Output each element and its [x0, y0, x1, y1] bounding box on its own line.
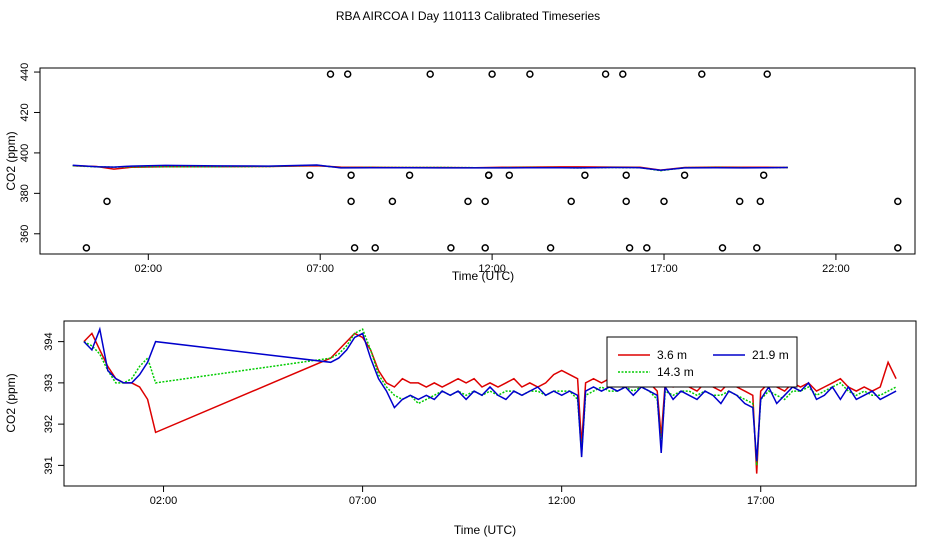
calibration-point: [698, 70, 706, 78]
calibration-point: [481, 244, 489, 252]
calibration-point: [481, 197, 489, 206]
calibration-point: [371, 244, 379, 252]
bottom-y-tick-label: 394: [43, 332, 55, 350]
calibration-point: [405, 171, 414, 179]
bottom-x-tick-label: 02:00: [150, 495, 178, 507]
top-y-axis-label: CO2 (ppm): [4, 131, 18, 190]
top-calibration-points: [82, 70, 902, 252]
top-x-tick-label: 17:00: [650, 263, 678, 275]
calibration-point: [753, 244, 761, 252]
bottom-x-tick-label: 17:00: [747, 495, 775, 507]
calibration-point: [347, 197, 355, 206]
top-y-tick-label: 420: [19, 103, 31, 121]
top-y-axis: 360 380 400 420 440: [19, 63, 40, 243]
calibration-point: [622, 171, 630, 179]
bottom-x-tick-label: 07:00: [349, 495, 377, 507]
bottom-y-tick-label: 393: [43, 374, 55, 392]
calibration-point: [306, 171, 314, 179]
bottom-y-tick-label: 391: [43, 456, 55, 474]
legend-label-3-6m: 3.6 m: [657, 348, 687, 362]
top-y-tick-label: 360: [19, 225, 31, 243]
top-x-axis: 02:00 07:00 12:00 17:00 22:00: [135, 254, 850, 275]
top-x-tick-label: 22:00: [822, 263, 850, 275]
top-x-tick-label: 12:00: [478, 263, 506, 275]
calibration-point: [488, 70, 496, 78]
top-series-group: [72, 164, 788, 172]
legend-label-14-3m: 14.3 m: [657, 365, 694, 379]
calibration-point: [350, 244, 359, 252]
calibration-point: [763, 70, 771, 78]
top-y-tick-label: 440: [19, 63, 31, 81]
calibration-point: [567, 197, 575, 206]
bottom-x-axis: 02:00 07:00 12:00 17:00: [150, 486, 775, 507]
top-plot-frame: [39, 67, 916, 255]
bottom-y-tick-label: 392: [43, 415, 55, 433]
bottom-y-axis-label: CO2 (ppm): [4, 373, 18, 432]
calibration-point: [82, 244, 91, 252]
calibration-point: [894, 197, 902, 206]
calibration-point: [103, 197, 111, 206]
calibration-point: [625, 244, 634, 252]
top-y-tick-label: 400: [19, 144, 31, 162]
calibration-point: [447, 244, 455, 252]
calibration-point: [505, 171, 514, 179]
bottom-x-tick-label: 12:00: [548, 495, 576, 507]
top-panel: 02:00 07:00 12:00 17:00 22:00 360 380 400 420 44…: [4, 63, 916, 283]
calibration-point: [680, 171, 689, 179]
calibration-point: [601, 70, 610, 78]
calibration-point: [343, 70, 352, 78]
top-x-tick-label: 07:00: [306, 263, 334, 275]
bottom-series-21-9-m-line: [83, 326, 897, 462]
bottom-plot-frame: [63, 320, 917, 487]
bottom-y-axis: 391 392 393 394: [43, 332, 64, 475]
bottom-panel: 02:00 07:00 12:00 17:00 391 392 393 394 Time (…: [4, 320, 917, 537]
calibration-point: [484, 171, 493, 179]
calibration-point: [347, 171, 355, 179]
top-series-21-9-m-line: [72, 164, 788, 172]
top-x-axis-label: Time (UTC): [452, 269, 514, 283]
top-y-tick-label: 380: [19, 184, 31, 202]
calibration-point: [759, 171, 768, 179]
calibration-point: [660, 197, 668, 206]
legend-box: [606, 336, 798, 388]
calibration-point: [464, 197, 472, 206]
calibration-point: [581, 171, 589, 179]
calibration-point: [388, 197, 397, 206]
calibration-point: [326, 70, 335, 78]
calibration-point: [426, 70, 434, 78]
bottom-x-axis-label: Time (UTC): [454, 523, 516, 537]
calibration-point: [643, 244, 651, 252]
top-series-14-3-m-line: [72, 164, 788, 172]
calibration-point: [735, 197, 744, 206]
calibration-point: [526, 70, 534, 78]
legend-label-21-9m: 21.9 m: [752, 348, 789, 362]
figure-title: RBA AIRCOA I Day 110113 Calibrated Times…: [335, 9, 601, 23]
calibration-point: [622, 197, 630, 206]
bottom-series-group: [83, 326, 897, 474]
top-x-tick-label: 02:00: [135, 263, 163, 275]
legend: 3.6 m 21.9 m 14.3 m: [606, 336, 798, 388]
calibration-point: [546, 244, 555, 252]
calibration-point: [619, 70, 627, 78]
calibration-point: [894, 244, 902, 252]
calibration-point: [756, 197, 765, 206]
calibration-point: [718, 244, 727, 252]
